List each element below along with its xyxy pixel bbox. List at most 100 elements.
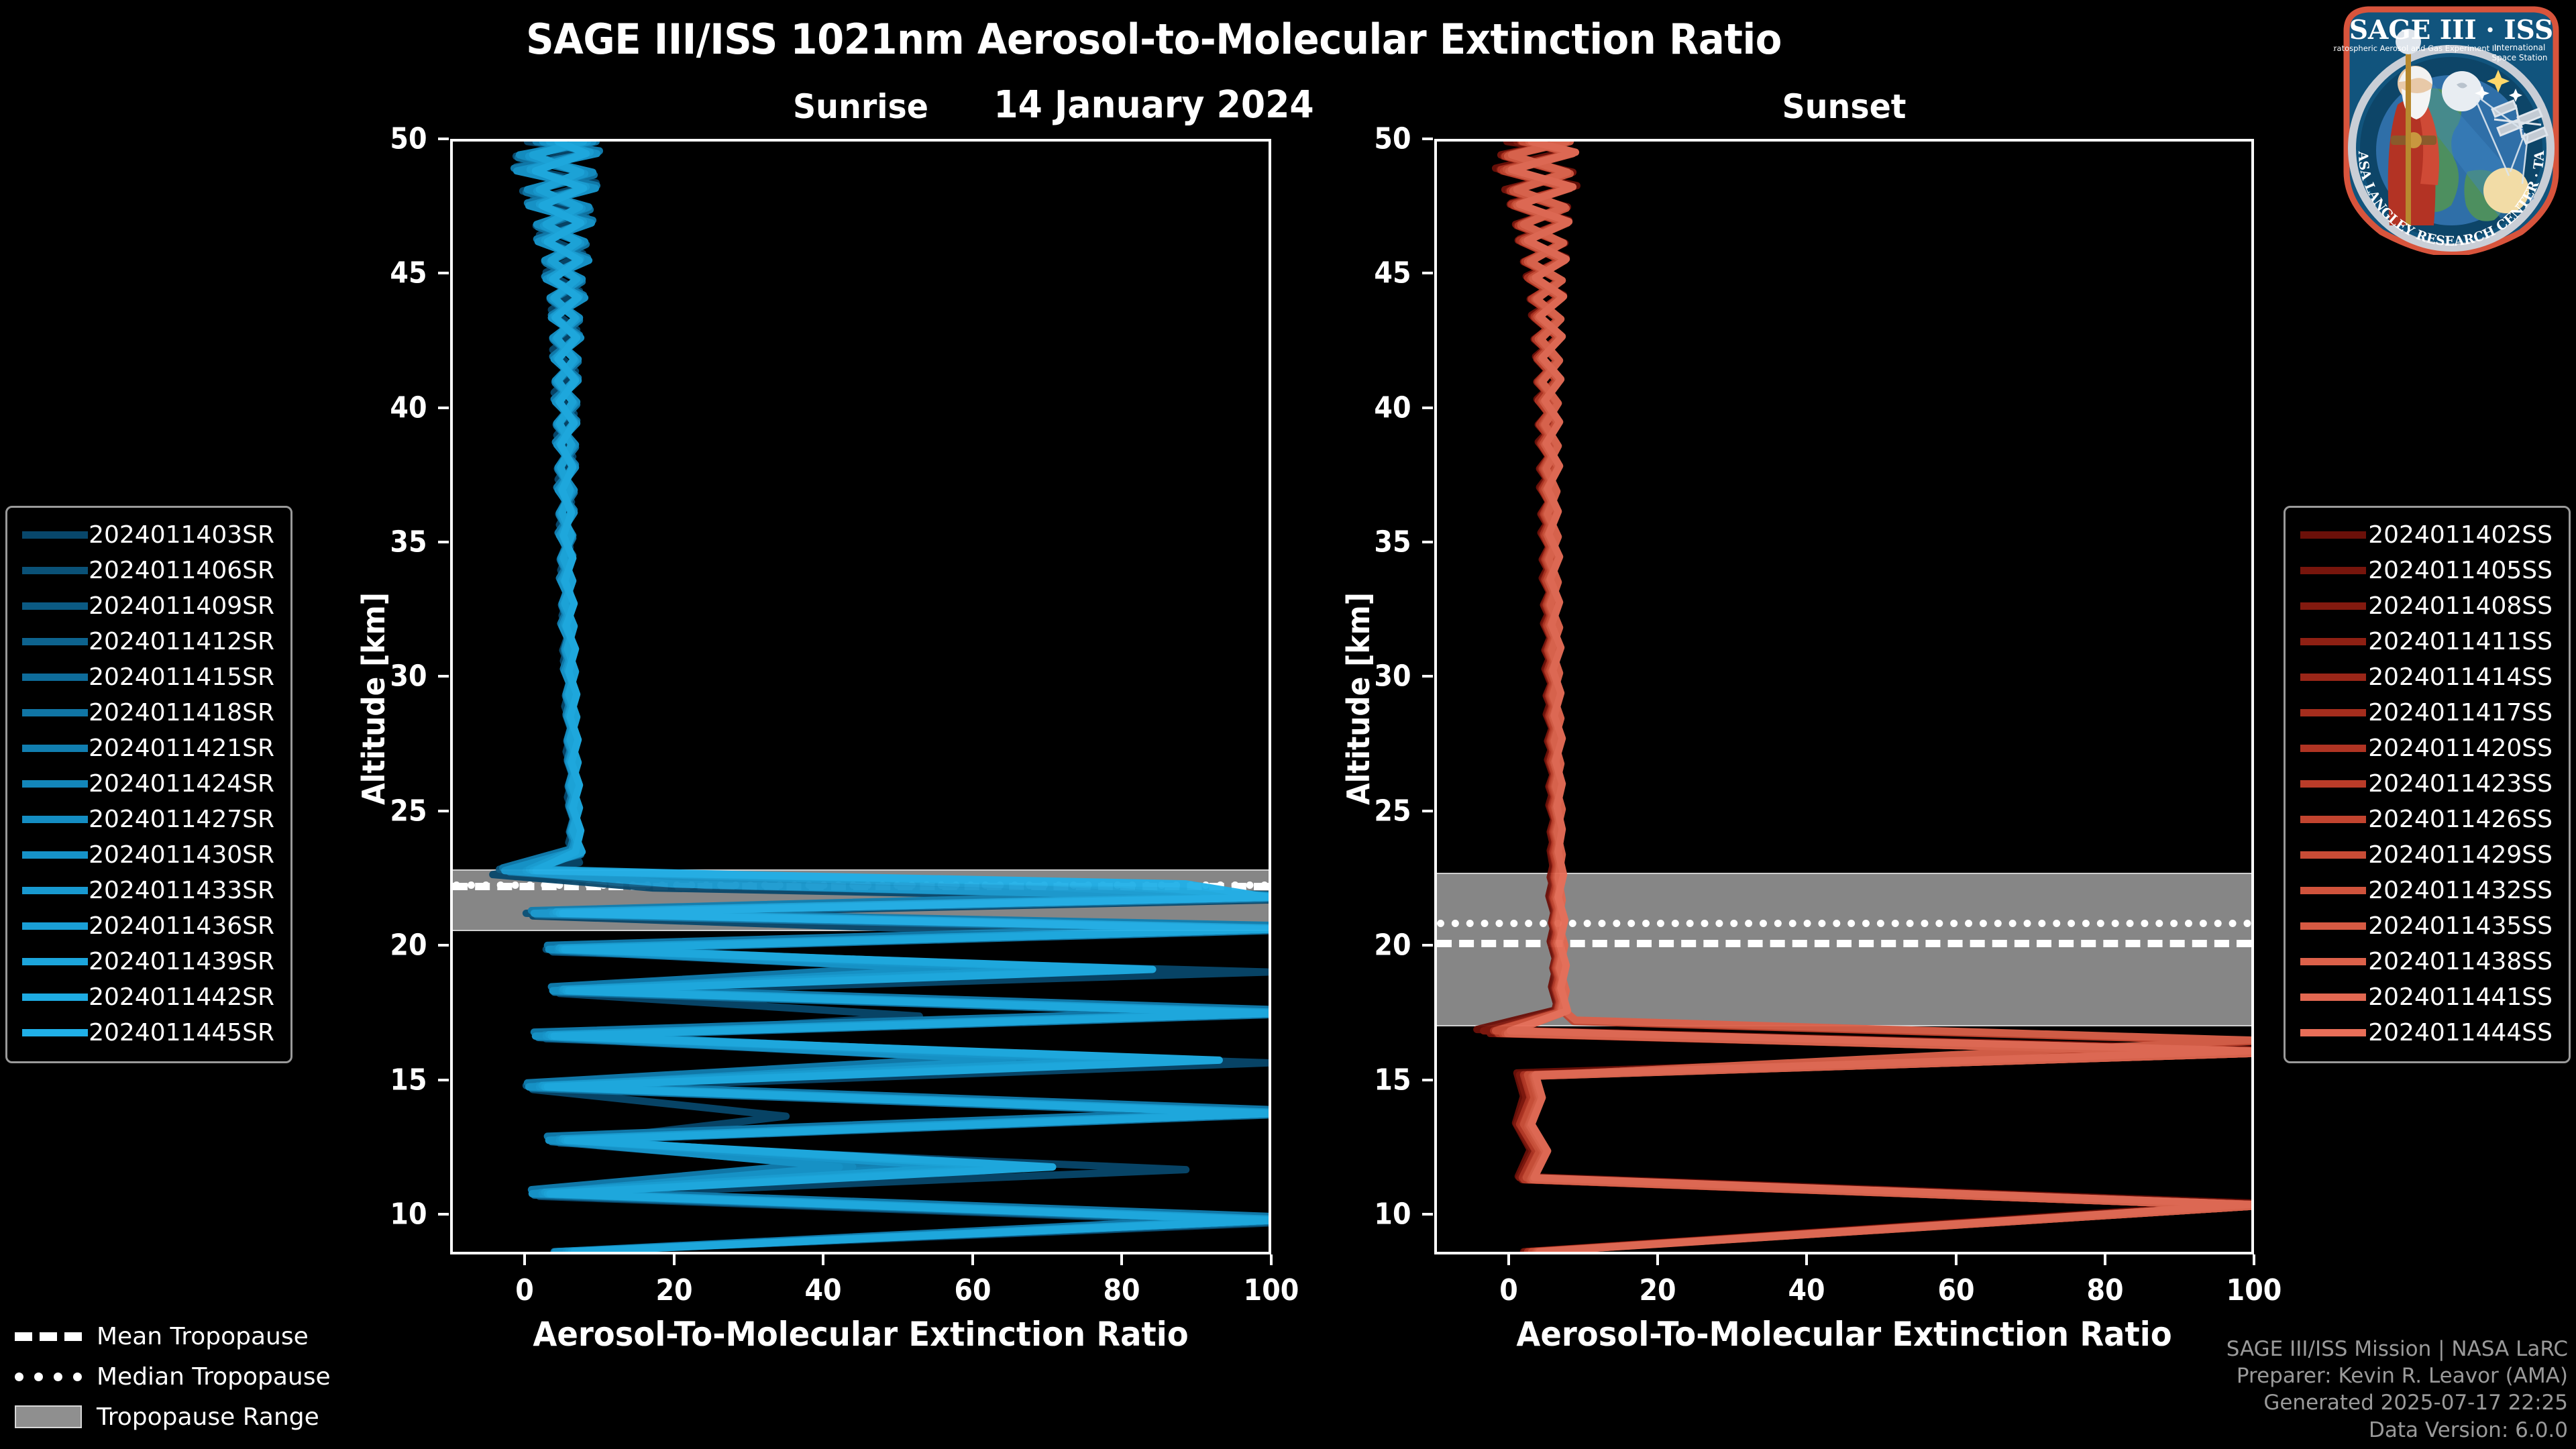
x-axis-label-sunrise: Aerosol-To-Molecular Extinction Ratio bbox=[533, 1315, 1189, 1354]
legend-color-swatch bbox=[22, 602, 88, 610]
y-axis-tick-mark-sunset bbox=[1422, 809, 1433, 812]
logo-sub-right-1: International bbox=[2494, 43, 2546, 52]
legend-item[interactable]: 2024011408SS bbox=[2296, 588, 2558, 624]
legend-item-label: 2024011408SS bbox=[2368, 592, 2553, 620]
y-axis-tick-label-sunset: 40 bbox=[1374, 390, 1411, 425]
subtitle-date: 14 January 2024 bbox=[994, 83, 1314, 127]
y-axis-tick-mark-sunrise bbox=[438, 944, 449, 947]
y-axis-tick-mark-sunset bbox=[1422, 406, 1433, 409]
x-axis-tick-mark-sunset bbox=[2253, 1254, 2255, 1265]
legend-item-median-tropopause: Median Tropopause bbox=[15, 1356, 331, 1397]
legend-item[interactable]: 2024011406SR bbox=[18, 553, 280, 588]
y-axis-tick-mark-sunrise bbox=[438, 272, 449, 275]
x-axis-tick-mark-sunrise bbox=[971, 1254, 974, 1265]
legend-color-swatch bbox=[2300, 567, 2366, 574]
legend-item[interactable]: 2024011405SS bbox=[2296, 553, 2558, 588]
legend-item[interactable]: 2024011414SS bbox=[2296, 659, 2558, 695]
legend-item[interactable]: 2024011426SS bbox=[2296, 802, 2558, 837]
legend-item[interactable]: 2024011436SR bbox=[18, 908, 280, 944]
legend-color-swatch bbox=[2300, 780, 2366, 788]
legend-item[interactable]: 2024011417SS bbox=[2296, 695, 2558, 731]
legend-item-label: 2024011423SS bbox=[2368, 770, 2553, 798]
x-axis-tick-mark-sunset bbox=[1507, 1254, 1511, 1265]
legend-item-label: 2024011435SS bbox=[2368, 912, 2553, 940]
y-axis-tick-mark-sunrise bbox=[438, 1212, 449, 1216]
x-axis-label-sunset: Aerosol-To-Molecular Extinction Ratio bbox=[1516, 1315, 2172, 1354]
y-axis-tick-label-sunset: 45 bbox=[1374, 256, 1411, 290]
credit-line-generated: Generated 2025-07-17 22:25 bbox=[2263, 1391, 2568, 1415]
legend-item-label: 2024011405SS bbox=[2368, 557, 2553, 584]
legend-color-swatch bbox=[2300, 531, 2366, 539]
legend-item[interactable]: 2024011432SS bbox=[2296, 873, 2558, 908]
x-axis-tick-label-sunrise: 0 bbox=[515, 1273, 535, 1307]
plot-area-sunset bbox=[1434, 139, 2254, 1254]
legend-item[interactable]: 2024011445SR bbox=[18, 1015, 280, 1051]
legend-color-swatch bbox=[2300, 709, 2366, 716]
legend-color-swatch bbox=[22, 780, 88, 788]
filled-rect-icon bbox=[15, 1405, 82, 1428]
y-axis-tick-label-sunset: 10 bbox=[1374, 1197, 1411, 1232]
legend-item[interactable]: 2024011430SR bbox=[18, 837, 280, 873]
x-axis-tick-mark-sunset bbox=[1954, 1254, 1957, 1265]
legend-item[interactable]: 2024011415SR bbox=[18, 659, 280, 695]
legend-item-label: 2024011436SR bbox=[89, 912, 274, 940]
legend-color-swatch bbox=[2300, 674, 2366, 681]
legend-color-swatch bbox=[2300, 958, 2366, 965]
legend-item-tropopause-range: Tropopause Range bbox=[15, 1397, 330, 1437]
legend-item[interactable]: 2024011424SR bbox=[18, 766, 280, 802]
legend-color-swatch bbox=[22, 958, 88, 965]
y-axis-label-sunrise: Altitude [km] bbox=[356, 592, 392, 805]
legend-label-median-tropopause: Median Tropopause bbox=[97, 1362, 331, 1391]
credits-block: SAGE III/ISS Mission | NASA LaRC Prepare… bbox=[2226, 1336, 2568, 1444]
legend-item-label: 2024011442SR bbox=[89, 983, 274, 1011]
y-axis-tick-label-sunset: 25 bbox=[1374, 794, 1411, 828]
legend-item[interactable]: 2024011441SS bbox=[2296, 979, 2558, 1015]
y-axis-tick-label-sunrise: 20 bbox=[390, 928, 427, 963]
legend-item[interactable]: 2024011423SS bbox=[2296, 766, 2558, 802]
legend-item-label: 2024011421SR bbox=[89, 735, 274, 762]
legend-item[interactable]: 2024011429SS bbox=[2296, 837, 2558, 873]
legend-color-swatch bbox=[22, 674, 88, 681]
y-axis-tick-mark-sunset bbox=[1422, 272, 1433, 275]
legend-item[interactable]: 2024011418SR bbox=[18, 695, 280, 731]
legend-item[interactable]: 2024011438SS bbox=[2296, 944, 2558, 979]
legend-item[interactable]: 2024011411SS bbox=[2296, 624, 2558, 659]
legend-item-label: 2024011433SR bbox=[89, 877, 274, 904]
profile-curves-sunset bbox=[1473, 142, 2251, 1252]
legend-sunset[interactable]: 2024011402SS 2024011405SS 2024011408SS 2024… bbox=[2284, 506, 2571, 1063]
y-axis-tick-label-sunrise: 40 bbox=[390, 390, 427, 425]
x-axis-tick-label-sunrise: 80 bbox=[1103, 1273, 1141, 1307]
y-axis-tick-mark-sunrise bbox=[438, 541, 449, 544]
legend-sunrise[interactable]: 2024011403SR 2024011406SR 2024011409SR 2024… bbox=[5, 506, 292, 1063]
legend-color-swatch bbox=[22, 638, 88, 645]
x-axis-tick-mark-sunrise bbox=[1270, 1254, 1273, 1265]
y-axis-label-sunset: Altitude [km] bbox=[1340, 592, 1377, 805]
legend-item[interactable]: 2024011403SR bbox=[18, 517, 280, 553]
y-axis-tick-label-sunset: 30 bbox=[1374, 659, 1411, 694]
dashed-line-icon bbox=[15, 1332, 82, 1341]
legend-item-label: 2024011430SR bbox=[89, 841, 274, 869]
x-axis-tick-label-sunset: 40 bbox=[1788, 1273, 1826, 1307]
legend-item[interactable]: 2024011433SR bbox=[18, 873, 280, 908]
y-axis-tick-mark-sunset bbox=[1422, 1212, 1433, 1216]
legend-item[interactable]: 2024011412SR bbox=[18, 624, 280, 659]
legend-item[interactable]: 2024011421SR bbox=[18, 731, 280, 766]
legend-item[interactable]: 2024011435SS bbox=[2296, 908, 2558, 944]
legend-item-label: 2024011403SR bbox=[89, 521, 274, 549]
x-axis-tick-mark-sunrise bbox=[822, 1254, 825, 1265]
legend-color-swatch bbox=[2300, 922, 2366, 930]
legend-item[interactable]: 2024011402SS bbox=[2296, 517, 2558, 553]
credit-line-preparer: Preparer: Kevin R. Leavor (AMA) bbox=[2236, 1364, 2568, 1389]
profile-curves-sunrise bbox=[489, 142, 1269, 1252]
legend-item[interactable]: 2024011420SS bbox=[2296, 731, 2558, 766]
logo-sub-left: Stratospheric Aerosol and Gas Experiment… bbox=[2333, 44, 2499, 53]
legend-item[interactable]: 2024011439SR bbox=[18, 944, 280, 979]
legend-item[interactable]: 2024011409SR bbox=[18, 588, 280, 624]
y-axis-tick-label-sunrise: 10 bbox=[390, 1197, 427, 1232]
legend-item[interactable]: 2024011442SR bbox=[18, 979, 280, 1015]
legend-color-swatch bbox=[22, 745, 88, 752]
legend-item[interactable]: 2024011444SS bbox=[2296, 1015, 2558, 1051]
panel-title-sunset: Sunset bbox=[1782, 87, 1907, 126]
mean-tropopause-line-sunset bbox=[1437, 940, 2251, 947]
legend-item[interactable]: 2024011427SR bbox=[18, 802, 280, 837]
